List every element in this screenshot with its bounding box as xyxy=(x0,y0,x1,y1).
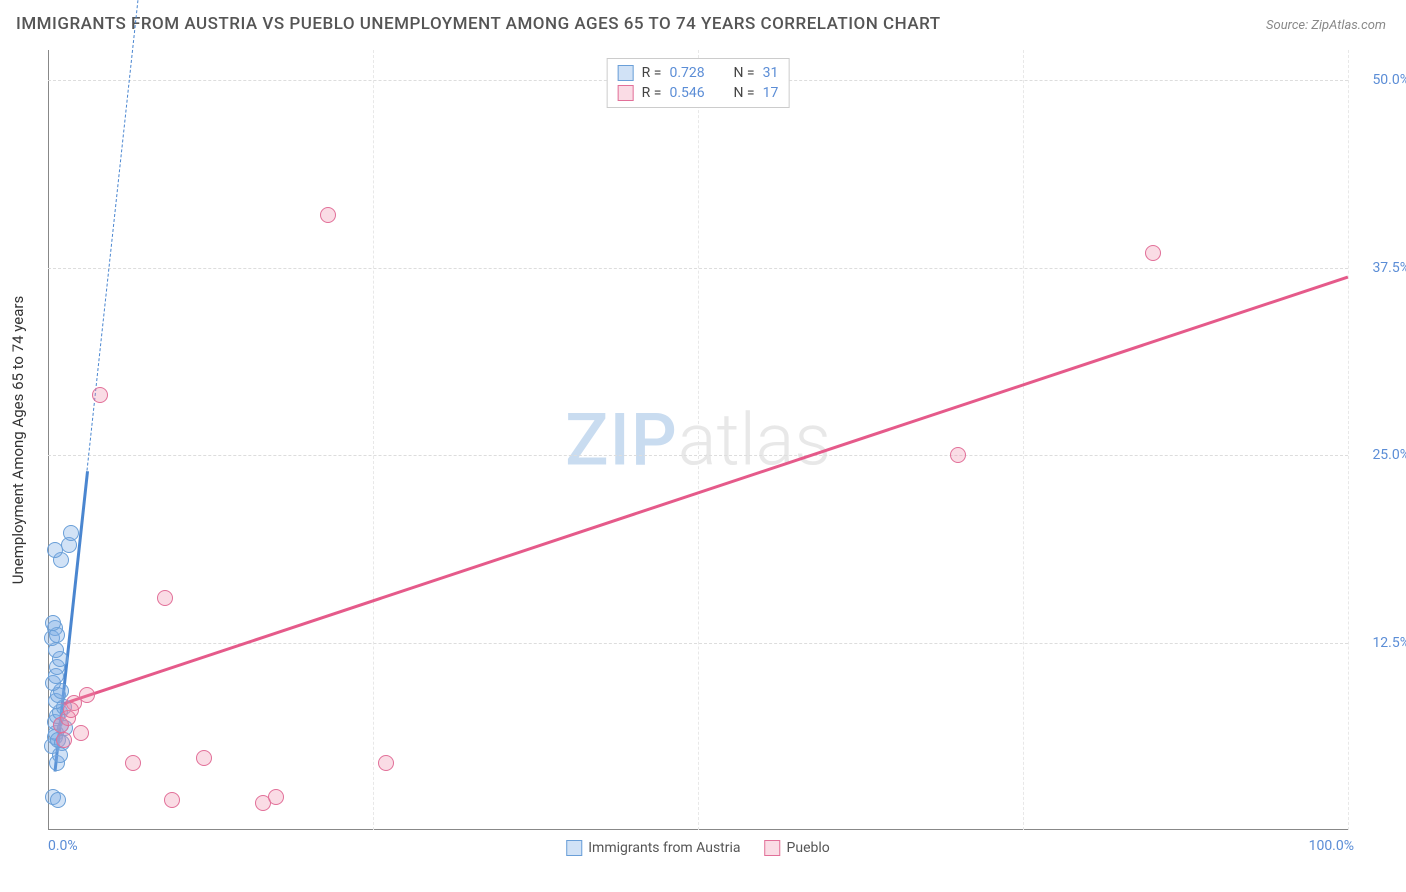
data-point xyxy=(73,725,89,741)
gridline-vertical xyxy=(1348,50,1349,830)
data-point xyxy=(63,702,79,718)
legend-swatch xyxy=(618,85,634,101)
plot-region: 12.5%25.0%37.5%50.0%0.0%100.0% xyxy=(48,50,1348,830)
x-tick-label: 100.0% xyxy=(1309,838,1354,854)
legend-swatch xyxy=(765,840,781,856)
x-tick-label: 0.0% xyxy=(48,838,78,854)
data-point xyxy=(125,755,141,771)
y-tick-label: 50.0% xyxy=(1355,72,1406,88)
legend-n-value: 31 xyxy=(763,65,779,81)
correlation-legend: R = 0.728 N = 31 R = 0.546 N = 17 xyxy=(607,58,790,108)
data-point xyxy=(50,792,66,808)
legend-r-value: 0.546 xyxy=(669,85,719,101)
series-legend: Immigrants from Austria Pueblo xyxy=(566,840,830,856)
data-point xyxy=(79,687,95,703)
data-point xyxy=(157,590,173,606)
legend-swatch xyxy=(618,65,634,81)
legend-item: Immigrants from Austria xyxy=(566,840,740,856)
legend-row: R = 0.728 N = 31 xyxy=(618,63,779,83)
legend-n-label: N = xyxy=(733,85,754,101)
legend-item: Pueblo xyxy=(765,840,830,856)
legend-r-value: 0.728 xyxy=(669,65,719,81)
gridline-vertical xyxy=(698,50,699,830)
legend-n-label: N = xyxy=(733,65,754,81)
data-point xyxy=(164,792,180,808)
legend-n-value: 17 xyxy=(763,85,779,101)
data-point xyxy=(950,447,966,463)
y-tick-label: 12.5% xyxy=(1355,635,1406,651)
gridline-vertical xyxy=(1023,50,1024,830)
source-attribution: Source: ZipAtlas.com xyxy=(1266,18,1386,33)
data-point xyxy=(52,747,68,763)
data-point xyxy=(268,789,284,805)
data-point xyxy=(378,755,394,771)
data-point xyxy=(320,207,336,223)
y-tick-label: 37.5% xyxy=(1355,260,1406,276)
data-point xyxy=(196,750,212,766)
gridline-vertical xyxy=(373,50,374,830)
legend-row: R = 0.546 N = 17 xyxy=(618,83,779,103)
data-point xyxy=(63,525,79,541)
legend-label: Immigrants from Austria xyxy=(588,840,740,856)
chart-area: Unemployment Among Ages 65 to 74 years Z… xyxy=(48,50,1348,830)
data-point xyxy=(1145,245,1161,261)
data-point xyxy=(45,615,61,631)
data-point xyxy=(92,387,108,403)
y-axis-label: Unemployment Among Ages 65 to 74 years xyxy=(9,296,27,584)
data-point xyxy=(56,732,72,748)
legend-r-label: R = xyxy=(642,85,662,101)
trend-line xyxy=(61,275,1349,705)
legend-label: Pueblo xyxy=(787,840,830,856)
legend-swatch xyxy=(566,840,582,856)
chart-title: IMMIGRANTS FROM AUSTRIA VS PUEBLO UNEMPL… xyxy=(16,14,941,34)
legend-r-label: R = xyxy=(642,65,662,81)
y-tick-label: 25.0% xyxy=(1355,447,1406,463)
